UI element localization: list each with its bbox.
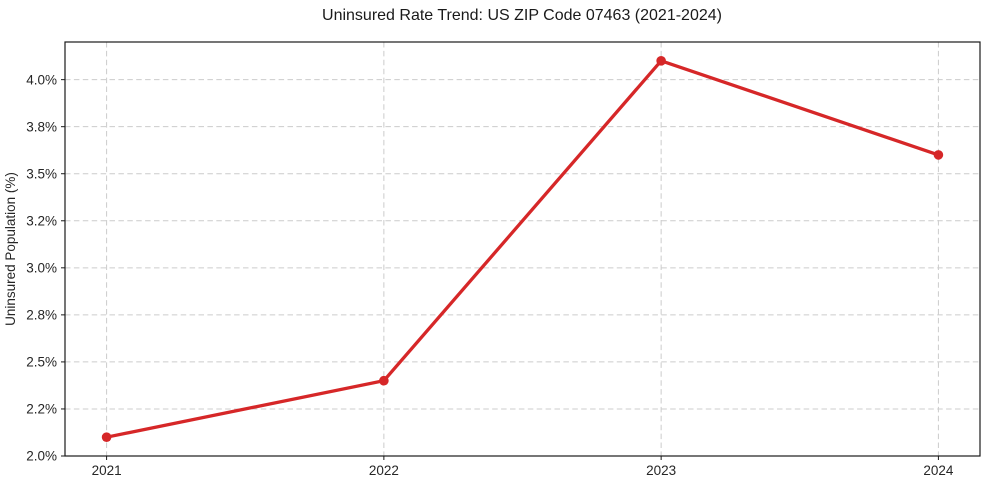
y-tick-label: 2.0% <box>26 449 57 464</box>
y-axis-label: Uninsured Population (%) <box>3 172 18 326</box>
data-point-2023 <box>656 56 666 66</box>
y-tick-label: 2.2% <box>26 402 57 417</box>
data-point-2022 <box>379 375 389 386</box>
y-tick-label: 2.8% <box>26 308 57 323</box>
y-tick-label: 4.0% <box>26 72 57 87</box>
grid-layer <box>65 42 980 457</box>
trend-line <box>104 59 941 439</box>
y-tick-label: 2.5% <box>26 355 57 370</box>
data-point-2024 <box>933 150 944 160</box>
plot-border <box>64 41 981 457</box>
y-tick-label: 3.5% <box>26 166 57 181</box>
y-tick-label: 3.0% <box>26 261 57 276</box>
y-tick-label: 3.2% <box>26 213 57 228</box>
series-layer <box>101 56 944 442</box>
x-tick-label: 2022 <box>369 463 399 478</box>
chart-title: Uninsured Rate Trend: US ZIP Code 07463 … <box>322 7 722 24</box>
axes-layer: 2.0% 2.2% 2.5% 2.8% 3.0% 3.2% 3.5% 3.8% 4.0% 2021… <box>26 41 981 478</box>
y-tick-label: 3.8% <box>26 119 57 134</box>
x-tick-label: 2023 <box>646 463 676 478</box>
data-point-2021 <box>101 432 112 442</box>
x-tick-label: 2021 <box>92 463 122 478</box>
x-tick-label: 2024 <box>923 463 954 478</box>
